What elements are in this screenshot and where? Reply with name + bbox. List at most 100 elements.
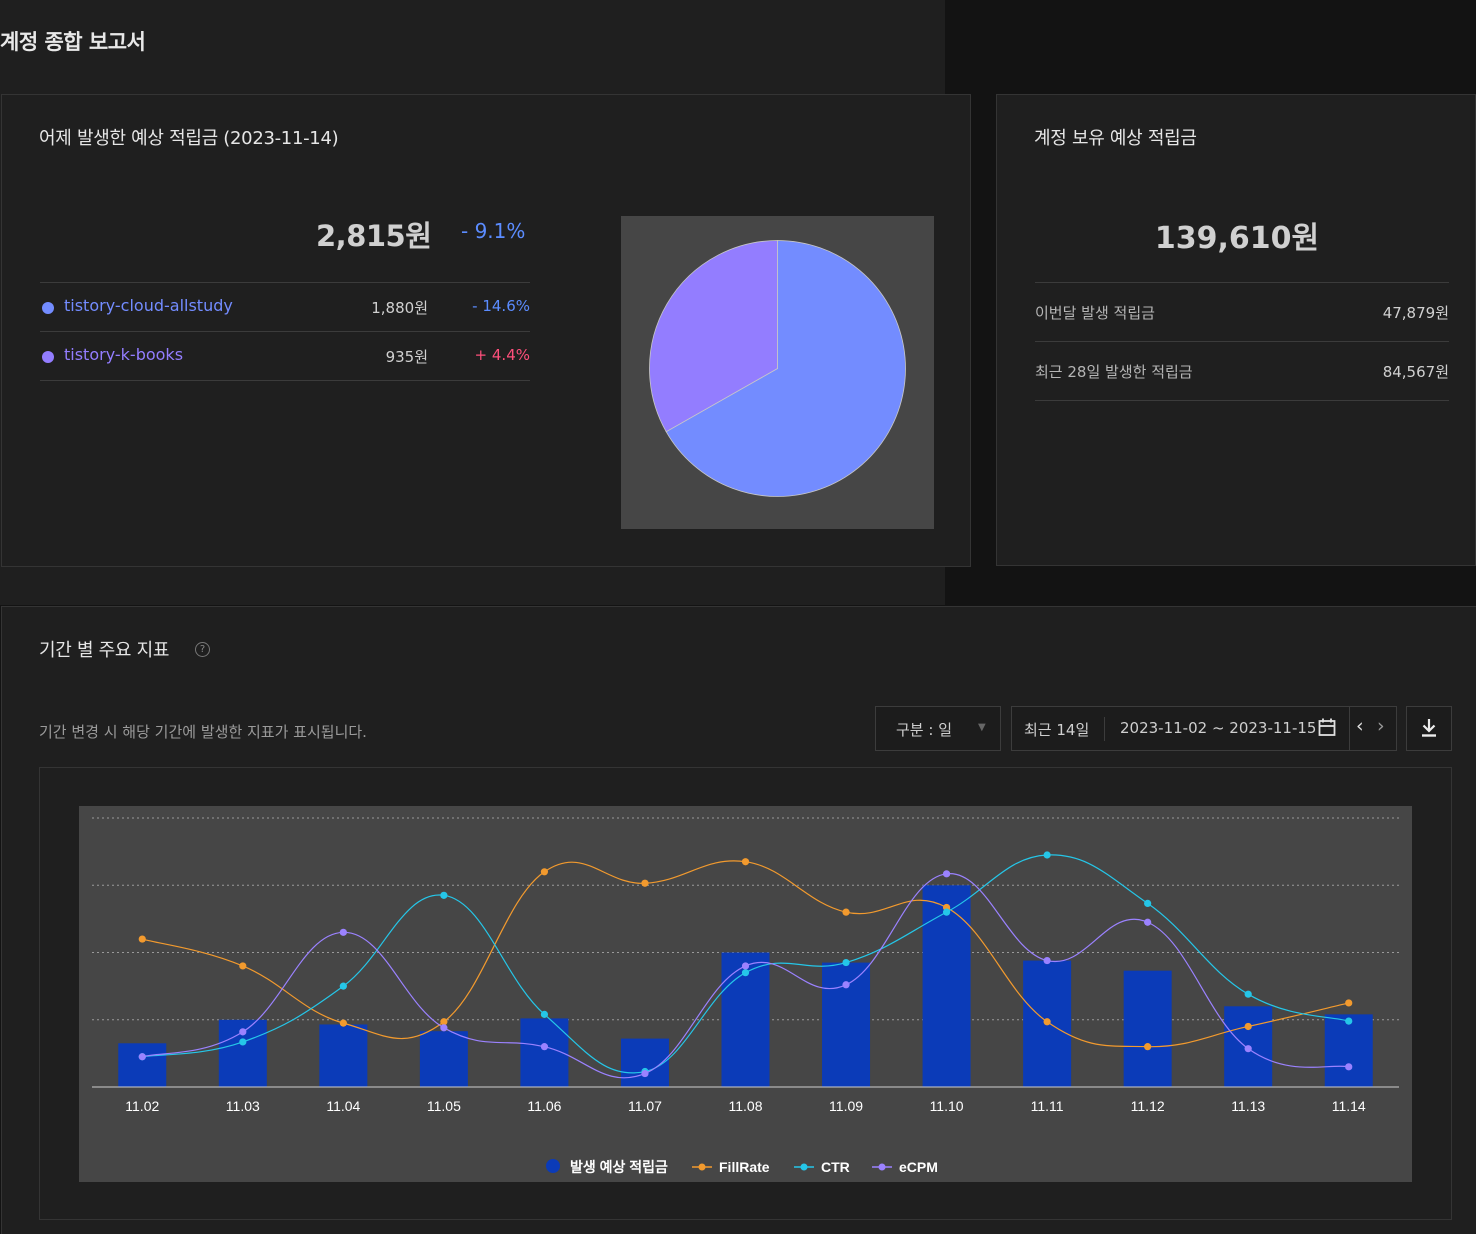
data-point[interactable] <box>440 1018 448 1026</box>
data-point[interactable] <box>339 928 347 936</box>
data-point[interactable] <box>741 858 750 866</box>
legend-point-swatch <box>698 1163 706 1171</box>
blog-row[interactable]: tistory-cloud-allstudy 1,880원 - 14.6% <box>40 283 530 332</box>
x-tick-label: 11.14 <box>1332 1098 1366 1114</box>
legend-label[interactable]: FillRate <box>719 1159 770 1175</box>
x-tick-label: 11.04 <box>326 1098 360 1114</box>
data-point[interactable] <box>239 1028 247 1036</box>
bar-mark[interactable] <box>520 1018 569 1087</box>
data-point[interactable] <box>741 962 750 970</box>
x-tick-label: 11.09 <box>829 1098 863 1114</box>
data-point[interactable] <box>842 981 850 989</box>
unit-select[interactable]: 구분 : 일 ▼ <box>875 706 1001 751</box>
blog-color-dot <box>42 351 54 363</box>
x-tick-label: 11.10 <box>930 1098 964 1114</box>
data-point[interactable] <box>138 1053 146 1061</box>
data-point[interactable] <box>1144 1043 1152 1051</box>
bar-mark[interactable] <box>1324 1014 1373 1087</box>
data-point[interactable] <box>540 868 549 876</box>
help-circle-icon[interactable]: ? <box>195 642 210 657</box>
yesterday-total-amount: 2,815원 <box>316 219 432 253</box>
blog-row[interactable]: tistory-k-books 935원 + 4.4% <box>40 332 530 381</box>
legend-bar-swatch <box>546 1159 560 1173</box>
account-row-value: 84,567원 <box>1382 363 1449 381</box>
divider <box>1104 717 1105 741</box>
data-point[interactable] <box>1144 918 1152 926</box>
account-row-value: 47,879원 <box>1382 304 1449 322</box>
data-point[interactable] <box>1345 1017 1353 1025</box>
range-preset[interactable]: 최근 14일 <box>1024 721 1090 739</box>
data-point[interactable] <box>1244 990 1252 998</box>
page-title: 계정 종합 보고서 <box>0 30 146 54</box>
data-point[interactable] <box>540 1043 549 1051</box>
period-metrics-panel: 기간 별 주요 지표 ? 기간 변경 시 해당 기간에 발생한 지표가 표시됩니… <box>1 606 1476 1234</box>
divider <box>40 282 530 283</box>
data-point[interactable] <box>239 962 247 970</box>
bar-mark[interactable] <box>419 1031 468 1087</box>
x-tick-label: 11.06 <box>527 1098 561 1114</box>
blog-change: + 4.4% <box>474 346 530 364</box>
blog-name[interactable]: tistory-cloud-allstudy <box>64 296 233 315</box>
chevron-left-icon[interactable]: ‹ <box>1356 715 1364 737</box>
bar-mark[interactable] <box>118 1043 167 1087</box>
divider <box>1035 282 1449 283</box>
date-range-picker[interactable]: 최근 14일 2023-11-02 ~ 2023-11-15 ‹ › <box>1011 706 1397 751</box>
legend-label[interactable]: 발생 예상 적립금 <box>570 1159 668 1175</box>
data-point[interactable] <box>138 935 146 943</box>
pie-slice[interactable] <box>649 240 778 433</box>
blog-share-pie-chart <box>621 216 934 529</box>
blog-amount: 935원 <box>385 348 428 366</box>
x-tick-label: 11.03 <box>226 1098 260 1114</box>
data-point[interactable] <box>1345 1063 1353 1071</box>
data-point[interactable] <box>1043 956 1051 965</box>
data-point[interactable] <box>440 1024 448 1032</box>
x-tick-label: 11.02 <box>125 1098 159 1114</box>
data-point[interactable] <box>842 958 850 967</box>
pie-slice[interactable] <box>665 240 906 497</box>
data-point[interactable] <box>1244 1022 1252 1031</box>
data-point[interactable] <box>339 982 347 990</box>
x-tick-label: 11.12 <box>1131 1098 1165 1114</box>
legend-label[interactable]: CTR <box>821 1159 850 1175</box>
data-point[interactable] <box>1043 1018 1051 1026</box>
download-icon <box>1422 719 1436 737</box>
data-point[interactable] <box>339 1019 347 1027</box>
x-tick-label: 11.08 <box>729 1098 763 1114</box>
data-point[interactable] <box>239 1038 247 1046</box>
account-row-label: 이번달 발생 적립금 <box>1035 304 1155 322</box>
bar-mark[interactable] <box>319 1024 368 1087</box>
yesterday-earnings-title: 어제 발생한 예상 적립금 (2023-11-14) <box>39 128 339 149</box>
legend-point-swatch <box>878 1163 886 1171</box>
x-tick-label: 11.05 <box>427 1098 461 1114</box>
data-point[interactable] <box>641 879 649 887</box>
period-metrics-title: 기간 별 주요 지표 <box>39 640 170 661</box>
metrics-chart-frame: 11.02 11.03 11.04 11.05 11.06 11.07 11.08 11.09… <box>39 767 1452 1220</box>
account-total-amount: 139,610원 <box>1154 221 1320 256</box>
blog-color-dot <box>42 302 54 314</box>
account-balance-panel: 계정 보유 예상 적립금 139,610원 이번달 발생 적립금 47,879원… <box>996 94 1476 566</box>
data-point[interactable] <box>1144 899 1152 908</box>
caret-down-icon: ▼ <box>978 722 986 733</box>
download-button[interactable] <box>1406 706 1452 751</box>
x-tick-label: 11.11 <box>1031 1098 1064 1114</box>
legend-label[interactable]: eCPM <box>899 1159 938 1175</box>
blog-name[interactable]: tistory-k-books <box>64 345 184 364</box>
account-row-label: 최근 28일 발생한 적립금 <box>1035 363 1193 381</box>
data-point[interactable] <box>741 969 750 977</box>
metrics-combo-chart: 11.02 11.03 11.04 11.05 11.06 11.07 11.08 11.09… <box>79 806 1412 1182</box>
data-point[interactable] <box>440 891 448 899</box>
data-point[interactable] <box>942 870 951 878</box>
data-point[interactable] <box>842 908 850 916</box>
data-point[interactable] <box>1345 999 1353 1007</box>
data-point[interactable] <box>1043 851 1051 859</box>
data-point[interactable] <box>1244 1045 1252 1053</box>
chevron-right-icon[interactable]: › <box>1377 715 1385 737</box>
calendar-icon[interactable] <box>1318 717 1336 739</box>
data-point[interactable] <box>641 1069 649 1078</box>
period-description: 기간 변경 시 해당 기간에 발생한 지표가 표시됩니다. <box>39 723 367 741</box>
bar-mark[interactable] <box>1123 970 1172 1087</box>
range-dates[interactable]: 2023-11-02 ~ 2023-11-15 <box>1120 719 1317 737</box>
data-point[interactable] <box>540 1010 549 1018</box>
data-point[interactable] <box>942 908 951 916</box>
account-row: 최근 28일 발생한 적립금 84,567원 <box>1035 342 1449 401</box>
